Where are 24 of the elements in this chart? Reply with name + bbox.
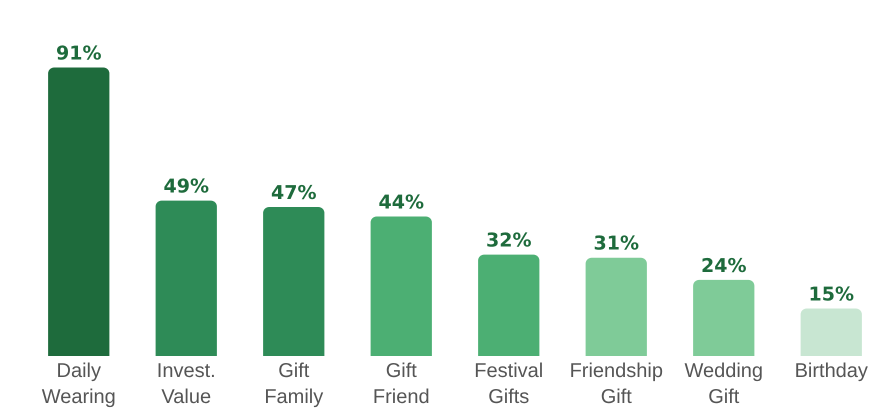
bar: [370, 216, 432, 356]
x-tick-label: Festival Gifts: [474, 360, 544, 408]
data-label: 15%: [808, 283, 854, 306]
x-tick-label: Friendship Gift: [570, 360, 663, 408]
data-label: 49%: [164, 176, 209, 198]
bar: [800, 308, 862, 356]
bar: [693, 280, 754, 356]
bar: [263, 207, 324, 356]
bar: [156, 200, 217, 356]
x-tick-label: Gift Family: [264, 360, 324, 408]
data-label: 24%: [701, 254, 746, 277]
bar: [48, 68, 110, 356]
x-tick-label: Invest. Value: [156, 360, 216, 408]
data-label: 47%: [271, 182, 316, 204]
data-label: 91%: [56, 42, 102, 65]
data-label: 44%: [378, 192, 424, 214]
bar: [586, 258, 647, 356]
data-label: 32%: [486, 230, 532, 252]
x-tick-label: Gift Friend: [372, 360, 430, 408]
x-tick-label: Daily Wearing: [42, 360, 116, 408]
bar: [478, 254, 540, 356]
data-label: 31%: [594, 232, 639, 255]
x-tick-label: Birthday: [794, 360, 868, 382]
x-tick-label: Wedding Gift: [684, 360, 764, 408]
